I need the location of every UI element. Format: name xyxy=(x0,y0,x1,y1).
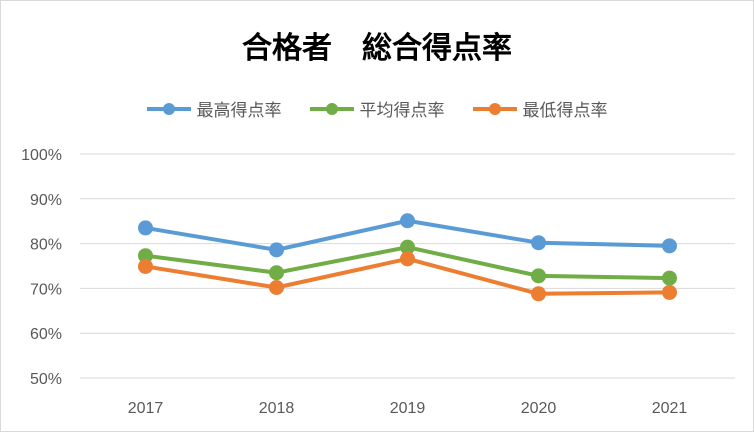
y-tick-label: 50% xyxy=(30,371,62,388)
data-point-1 xyxy=(400,239,415,255)
data-point-1 xyxy=(138,248,153,264)
data-point-1 xyxy=(662,270,677,286)
data-point-2 xyxy=(269,280,284,296)
data-point-0 xyxy=(138,220,153,236)
x-tick-label: 2019 xyxy=(390,400,426,417)
data-point-2 xyxy=(400,251,415,267)
legend-label-avg: 平均得点率 xyxy=(359,101,445,121)
data-point-1 xyxy=(531,268,546,284)
data-point-2 xyxy=(662,284,677,300)
legend-swatch-max xyxy=(146,102,191,115)
x-tick-label: 2021 xyxy=(652,400,688,417)
y-tick-label: 80% xyxy=(30,237,62,254)
data-point-0 xyxy=(269,242,284,258)
legend-item-avg: 平均得点率 xyxy=(309,96,445,121)
chart-title: 合格者 総合得点率 xyxy=(242,31,512,66)
legend-label-min: 最低得点率 xyxy=(522,101,608,121)
legend-label-max: 最高得点率 xyxy=(196,101,282,121)
data-point-1 xyxy=(269,265,284,281)
x-tick-label: 2017 xyxy=(128,400,164,417)
y-tick-label: 70% xyxy=(30,281,62,298)
x-tick-label: 2018 xyxy=(259,400,295,417)
y-tick-label: 90% xyxy=(30,192,62,209)
legend-item-max: 最高得点率 xyxy=(146,96,282,121)
data-point-2 xyxy=(531,286,546,302)
y-tick-label: 60% xyxy=(30,326,62,343)
legend-swatch-min xyxy=(472,102,517,115)
legend-item-min: 最低得点率 xyxy=(472,96,608,121)
data-point-0 xyxy=(662,238,677,254)
legend-swatch-avg xyxy=(309,102,354,115)
x-tick-label: 2020 xyxy=(521,400,557,417)
data-point-2 xyxy=(138,258,153,274)
legend: 最高得点率 平均得点率 最低得点率 xyxy=(1,96,753,121)
data-point-0 xyxy=(400,213,415,229)
data-point-0 xyxy=(531,235,546,251)
y-tick-label: 100% xyxy=(21,147,62,164)
